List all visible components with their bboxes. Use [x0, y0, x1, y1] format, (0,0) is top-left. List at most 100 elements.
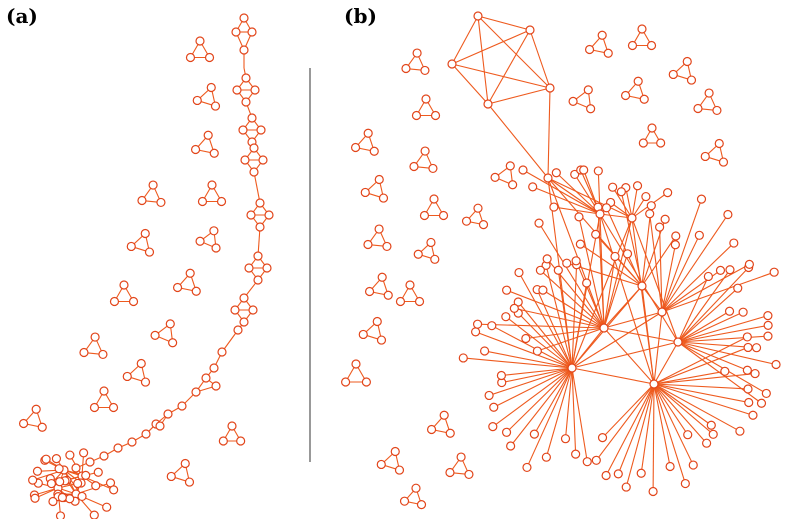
- node-95: [211, 243, 221, 253]
- node-319: [445, 428, 455, 438]
- node-147: [496, 370, 507, 381]
- edge-173: [653, 311, 663, 385]
- node-98: [156, 197, 166, 208]
- node-69: [109, 485, 119, 495]
- node-135: [582, 457, 592, 467]
- edge-270: [661, 263, 750, 313]
- node-318: [439, 410, 449, 420]
- node-82: [195, 36, 205, 46]
- edge-205: [517, 301, 573, 369]
- node-219: [744, 259, 754, 270]
- node-6: [241, 97, 251, 107]
- edge-182: [631, 217, 679, 343]
- node-20: [253, 251, 263, 261]
- node-235: [549, 202, 559, 212]
- edge-249: [677, 269, 731, 343]
- edge-221: [653, 383, 714, 435]
- edge-213: [653, 346, 749, 385]
- node-68: [46, 478, 57, 489]
- node-90: [190, 144, 201, 155]
- node-94: [209, 226, 219, 236]
- edge-179: [603, 217, 633, 329]
- node-25: [248, 305, 258, 315]
- node-273: [704, 88, 714, 98]
- node-57: [54, 464, 64, 474]
- node-227: [562, 258, 572, 268]
- edge-289: [555, 172, 601, 215]
- node-283: [369, 146, 379, 156]
- node-257: [627, 40, 638, 51]
- node-312: [372, 316, 382, 327]
- node-230: [601, 203, 612, 213]
- node-134: [483, 99, 493, 109]
- node-265: [430, 110, 441, 121]
- node-128: [184, 477, 195, 487]
- edge-248: [677, 276, 709, 343]
- node-294: [429, 194, 439, 204]
- node-12: [249, 143, 259, 153]
- node-41: [71, 463, 81, 473]
- edge-223: [653, 383, 689, 435]
- node-190: [542, 254, 552, 264]
- edge-149: [477, 15, 551, 89]
- edge-228: [640, 383, 655, 474]
- node-184: [521, 333, 531, 344]
- node-67: [89, 510, 99, 519]
- node-158: [553, 265, 563, 275]
- node-152: [501, 312, 511, 322]
- node-87: [192, 95, 202, 106]
- node-292: [378, 193, 389, 203]
- edge-235: [525, 327, 605, 340]
- node-123: [18, 418, 29, 429]
- node-253: [603, 48, 613, 58]
- node-120: [89, 402, 100, 413]
- edge-273: [612, 186, 633, 219]
- node-188: [538, 285, 548, 295]
- edge-201: [475, 331, 573, 369]
- edge-148: [451, 15, 479, 65]
- edge-244: [578, 216, 605, 329]
- node-322: [394, 465, 405, 475]
- node-245: [599, 323, 609, 333]
- node-112: [90, 332, 100, 342]
- node-140: [529, 429, 539, 439]
- node-24: [239, 293, 249, 303]
- node-4: [241, 73, 251, 83]
- node-139: [522, 462, 532, 473]
- node-79: [48, 496, 58, 507]
- node-132: [447, 59, 457, 69]
- node-306: [377, 272, 387, 282]
- node-206: [751, 343, 762, 353]
- node-281: [700, 151, 710, 162]
- node-280: [718, 157, 729, 167]
- edge-152: [529, 29, 551, 89]
- node-302: [363, 239, 373, 250]
- edge-180: [603, 285, 643, 329]
- edge-188: [564, 367, 573, 439]
- node-37: [127, 437, 137, 447]
- edge-192: [510, 367, 573, 447]
- node-2: [247, 27, 257, 37]
- node-111: [150, 330, 160, 340]
- node-85: [206, 82, 216, 93]
- node-309: [405, 280, 415, 290]
- edge-150: [477, 15, 489, 105]
- node-121: [31, 404, 41, 414]
- node-16: [255, 198, 265, 208]
- node-13: [258, 155, 268, 165]
- node-229: [591, 229, 601, 239]
- panel-label-b: (b): [344, 4, 377, 28]
- node-78: [73, 478, 83, 489]
- node-191: [534, 218, 544, 228]
- node-244: [649, 379, 659, 389]
- node-243: [567, 363, 577, 373]
- node-209: [761, 388, 771, 399]
- node-149: [479, 346, 490, 356]
- node-303: [426, 237, 436, 248]
- node-73: [79, 448, 89, 458]
- node-195: [610, 251, 620, 262]
- node-179: [613, 469, 623, 479]
- node-27: [230, 305, 240, 315]
